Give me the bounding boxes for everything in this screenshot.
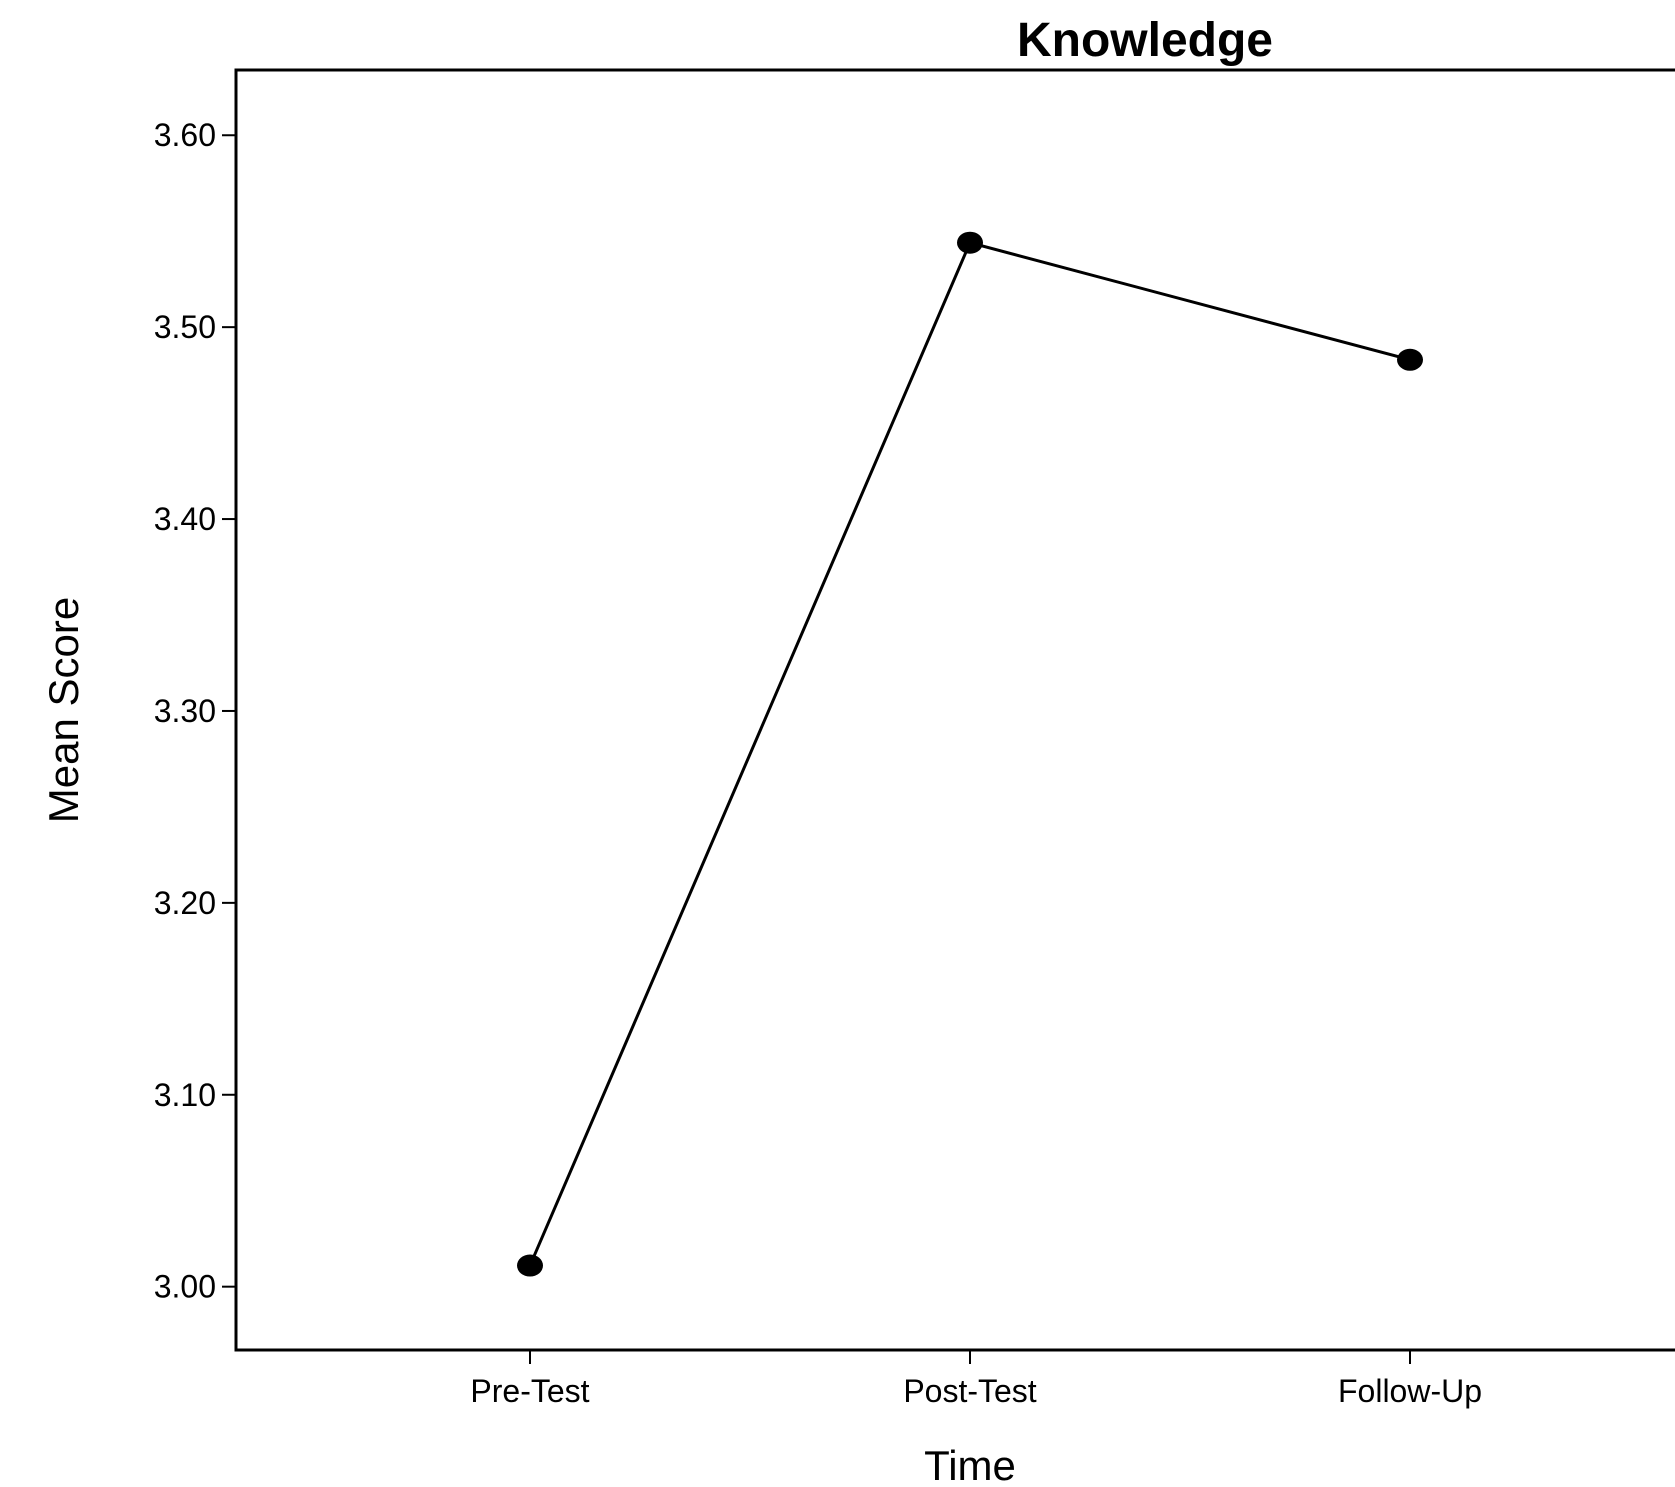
y-tick-label: 3.40 [154, 501, 216, 537]
y-axis-title: Mean Score [40, 597, 87, 823]
y-tick-label: 3.30 [154, 693, 216, 729]
data-point [517, 1254, 543, 1277]
y-tick-label: 3.50 [154, 309, 216, 345]
x-axis: Pre-Test Post-Test Follow-Up [470, 1350, 1482, 1409]
chart-title: Knowledge [1017, 14, 1273, 67]
x-axis-title: Time [924, 1442, 1016, 1487]
data-point [957, 231, 983, 254]
y-tick-label: 3.60 [154, 117, 216, 153]
x-tick-label: Pre-Test [470, 1373, 589, 1409]
plot-border [234, 68, 1675, 1352]
y-tick-label: 3.10 [154, 1077, 216, 1113]
series-layer [517, 231, 1423, 1277]
x-tick-label: Follow-Up [1338, 1373, 1482, 1409]
series-line [528, 240, 1411, 1267]
y-tick-label: 3.00 [154, 1269, 216, 1305]
plot-frame [234, 68, 1675, 1352]
y-tick-label: 3.20 [154, 885, 216, 921]
y-axis: 3.00 3.10 3.20 3.30 3.40 3.50 3.60 [154, 117, 236, 1305]
data-point [1397, 348, 1423, 371]
x-tick-label: Post-Test [903, 1373, 1036, 1409]
